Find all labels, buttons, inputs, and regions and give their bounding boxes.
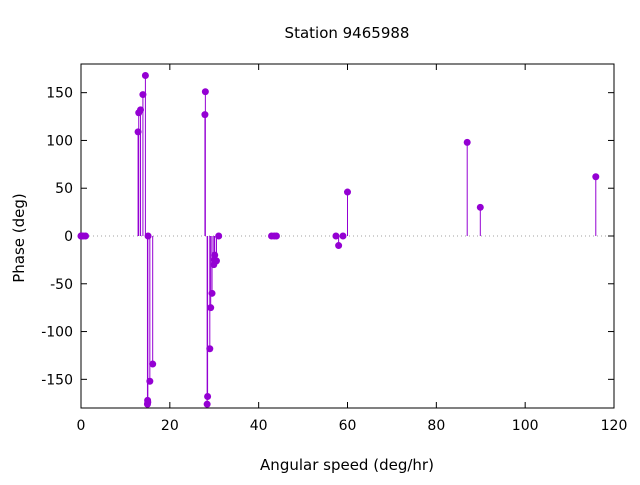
data-point: [139, 91, 147, 99]
data-point: [149, 360, 157, 368]
data-point: [141, 71, 149, 79]
y-tick-label: -150: [41, 372, 73, 388]
y-tick-label: 0: [64, 229, 73, 245]
y-axis-title: Phase (deg): [10, 193, 28, 283]
data-point: [592, 173, 600, 181]
data-point: [344, 188, 351, 196]
x-tick-label: 0: [77, 418, 86, 434]
data-point: [211, 251, 219, 259]
x-tick-label: 120: [601, 418, 628, 434]
data-point: [339, 232, 347, 240]
data-point: [476, 203, 484, 211]
data-point: [212, 257, 220, 265]
data-point: [134, 128, 142, 136]
plot-area: 0 20 40 60 80 100 120 -150 -100 -50 0 50 100 150: [41, 63, 628, 434]
y-tick-label: 150: [46, 86, 73, 102]
data-point: [207, 304, 215, 312]
x-tick-label: 60: [339, 418, 357, 434]
data-point: [204, 393, 212, 401]
y-tick-label: -50: [50, 277, 73, 293]
data-point: [144, 232, 152, 240]
x-tick-label: 100: [512, 418, 539, 434]
data-point: [463, 138, 471, 146]
x-tick-label: 80: [427, 418, 445, 434]
data-point: [201, 88, 209, 96]
data-point: [206, 345, 214, 353]
chart-title: Station 9465988: [285, 24, 410, 42]
x-tick-label: 40: [250, 418, 268, 434]
data-point: [335, 242, 343, 250]
x-axis-title: Angular speed (deg/hr): [260, 456, 434, 474]
y-tick-label: 50: [55, 181, 73, 197]
data-point: [332, 232, 340, 240]
data-point: [82, 232, 90, 240]
data-point: [146, 377, 154, 385]
data-point: [203, 400, 211, 408]
y-tick-label: -100: [41, 325, 73, 341]
y-tick-label: 100: [46, 133, 73, 149]
x-tick-label: 20: [161, 418, 179, 434]
data-point: [272, 232, 280, 240]
data-point: [201, 111, 209, 119]
data-point: [215, 232, 223, 240]
data-point: [208, 289, 216, 297]
data-point: [137, 106, 145, 114]
data-point: [144, 398, 152, 406]
